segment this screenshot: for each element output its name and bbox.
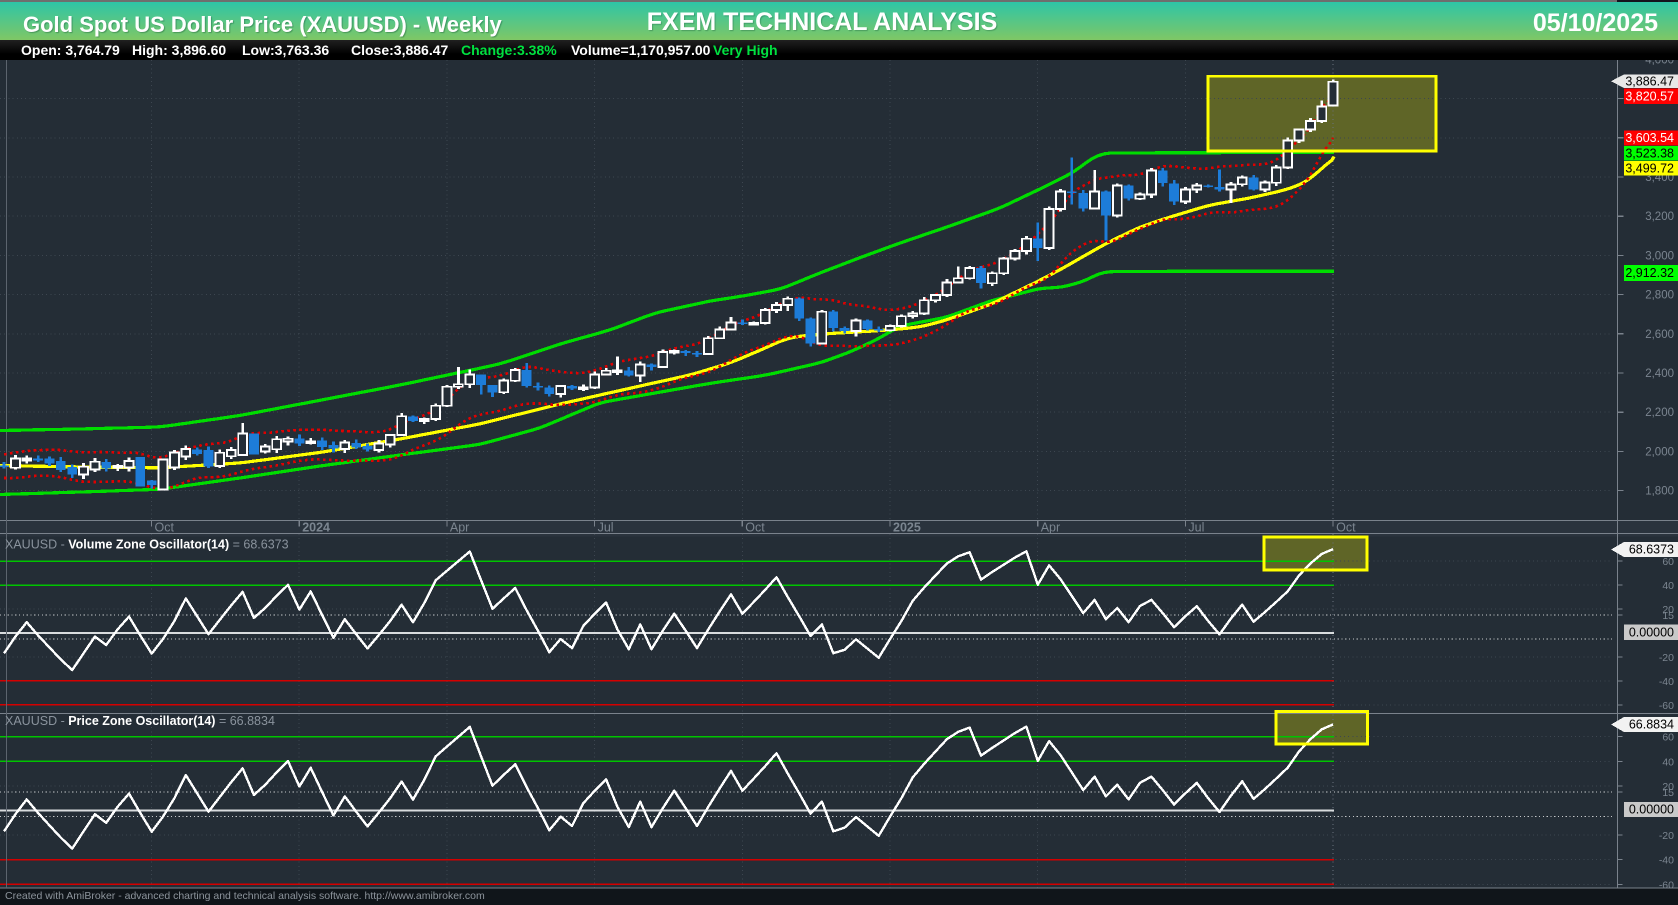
svg-text:2,400: 2,400	[1645, 368, 1674, 380]
svg-text:2024: 2024	[302, 521, 330, 535]
svg-text:-60: -60	[1659, 879, 1674, 891]
svg-text:3,603.54: 3,603.54	[1625, 131, 1674, 145]
svg-text:15: 15	[1662, 787, 1674, 799]
svg-text:2,000: 2,000	[1645, 446, 1674, 458]
svg-text:68.6373: 68.6373	[1629, 543, 1674, 557]
svg-text:Jul: Jul	[1188, 521, 1204, 535]
svg-text:3,886.47: 3,886.47	[1625, 74, 1674, 88]
svg-text:-20: -20	[1659, 830, 1674, 842]
svg-text:2,800: 2,800	[1645, 290, 1674, 302]
svg-text:Oct: Oct	[1336, 521, 1356, 535]
svg-text:-40: -40	[1659, 676, 1674, 688]
svg-text:3,499.72: 3,499.72	[1625, 162, 1674, 176]
svg-text:66.8834: 66.8834	[1629, 718, 1674, 732]
svg-text:2,600: 2,600	[1645, 329, 1674, 341]
svg-text:-40: -40	[1659, 855, 1674, 867]
svg-text:20: 20	[1662, 604, 1674, 616]
svg-text:60: 60	[1662, 556, 1674, 568]
svg-text:20: 20	[1662, 781, 1674, 793]
svg-text:15: 15	[1662, 610, 1674, 622]
svg-text:-20: -20	[1659, 652, 1674, 664]
svg-text:1,800: 1,800	[1645, 486, 1674, 498]
svg-text:3,523.38: 3,523.38	[1625, 146, 1674, 160]
svg-text:2,200: 2,200	[1645, 407, 1674, 419]
svg-text:2025: 2025	[893, 521, 921, 535]
svg-text:-60: -60	[1659, 700, 1674, 712]
svg-text:Created with AmiBroker - advan: Created with AmiBroker - advanced charti…	[5, 890, 485, 902]
svg-text:Oct: Oct	[745, 521, 765, 535]
svg-text:4,000: 4,000	[1645, 60, 1674, 66]
svg-text:Apr: Apr	[1041, 521, 1060, 535]
svg-text:0.00000: 0.00000	[1629, 626, 1674, 640]
svg-text:0.00000: 0.00000	[1629, 803, 1674, 817]
svg-text:40: 40	[1662, 756, 1674, 768]
svg-text:3,820.57: 3,820.57	[1625, 89, 1674, 103]
svg-text:3,200: 3,200	[1645, 211, 1674, 223]
svg-text:3,000: 3,000	[1645, 250, 1674, 262]
svg-text:2,912.32: 2,912.32	[1625, 266, 1674, 280]
svg-text:Apr: Apr	[450, 521, 469, 535]
svg-text:Oct: Oct	[155, 521, 175, 535]
svg-text:XAUUSD - Price Zone Oscillator: XAUUSD - Price Zone Oscillator(14) = 66.…	[5, 714, 275, 728]
svg-text:40: 40	[1662, 580, 1674, 592]
svg-text:Jul: Jul	[598, 521, 614, 535]
svg-text:60: 60	[1662, 732, 1674, 744]
svg-text:XAUUSD - Volume Zone Oscillato: XAUUSD - Volume Zone Oscillator(14) = 68…	[5, 538, 289, 552]
